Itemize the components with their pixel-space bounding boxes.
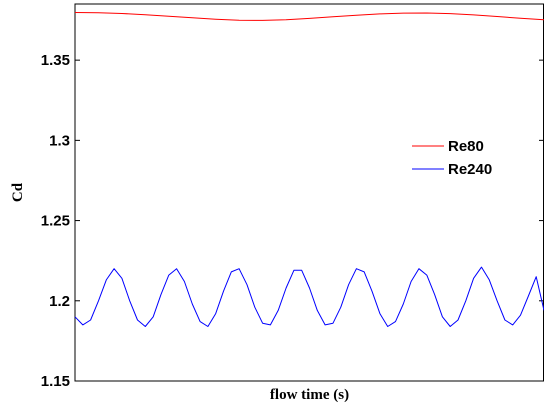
y-axis: 1.15 1.2 1.25 1.3 1.35 <box>41 52 544 390</box>
plot-frame <box>74 3 544 382</box>
legend: Re80 Re240 <box>412 138 492 178</box>
legend-label: Re240 <box>448 161 492 178</box>
y-tick-label: 1.35 <box>41 52 70 69</box>
y-axis-label: Cd <box>10 182 26 202</box>
y-tick-label: 1.2 <box>49 293 70 310</box>
x-axis-label: flow time (s) <box>270 387 349 403</box>
plot-lines <box>74 12 544 327</box>
series-line-re240 <box>74 266 544 327</box>
y-tick-label: 1.3 <box>49 132 70 149</box>
legend-label: Re80 <box>448 138 484 155</box>
y-tick-label: 1.15 <box>41 373 70 390</box>
y-tick-label: 1.25 <box>41 213 70 230</box>
series-line-re80 <box>74 12 544 21</box>
